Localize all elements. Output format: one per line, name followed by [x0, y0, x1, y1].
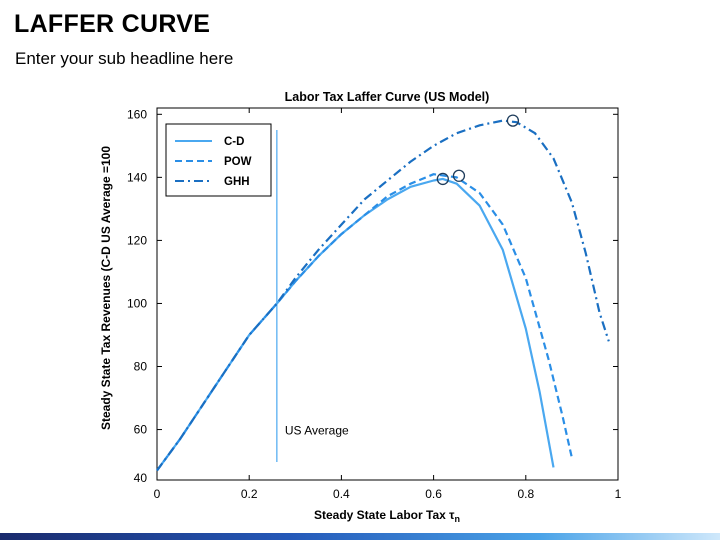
peak-marker-pow — [452, 169, 466, 182]
y-tick-label: 40 — [134, 471, 148, 485]
series-line-ghh — [156, 119, 610, 472]
peak-markers — [436, 114, 520, 186]
plot-area — [156, 107, 619, 481]
y-tick-label: 60 — [134, 423, 148, 437]
chart-title: Labor Tax Laffer Curve (US Model) — [285, 90, 490, 104]
x-axis-label: Steady State Labor Tax τn — [314, 508, 460, 524]
x-tick-label: 0.6 — [425, 487, 442, 501]
y-tick-label: 140 — [127, 170, 147, 184]
y-axis-label: Steady State Tax Revenues (C-D US Averag… — [99, 146, 113, 430]
x-axis-label-subscript: n — [455, 514, 461, 524]
slide-subtitle: Enter your sub headline here — [15, 49, 234, 68]
peak-marker-ghh — [506, 114, 520, 127]
series-lines — [156, 119, 610, 472]
x-tick-label: 0 — [154, 487, 161, 501]
footer-bar — [0, 533, 720, 540]
series-line-pow — [156, 173, 573, 472]
us-average-label: US Average — [285, 424, 349, 438]
legend-label-cd: C-D — [224, 136, 244, 148]
series-line-cd — [156, 177, 555, 472]
x-tick-label: 1 — [615, 487, 622, 501]
axis-ticks — [156, 108, 619, 480]
x-axis-label-main: Steady State Labor Tax τ — [314, 508, 455, 522]
legend-box — [165, 123, 272, 197]
y-tick-label: 100 — [127, 296, 147, 310]
legend-label-pow: POW — [224, 156, 252, 168]
x-tick-label: 0.2 — [241, 487, 258, 501]
y-tick-label: 120 — [127, 233, 147, 247]
peak-marker-cd — [436, 172, 449, 186]
x-tick-label: 0.8 — [517, 487, 534, 501]
legend-label-ghh: GHH — [224, 176, 250, 188]
slide-title: LAFFER CURVE — [14, 10, 211, 38]
y-tick-label: 80 — [134, 360, 148, 374]
x-tick-label: 0.4 — [333, 487, 350, 501]
y-tick-label: 160 — [127, 107, 147, 121]
legend: C-D POW GHH — [165, 123, 272, 197]
